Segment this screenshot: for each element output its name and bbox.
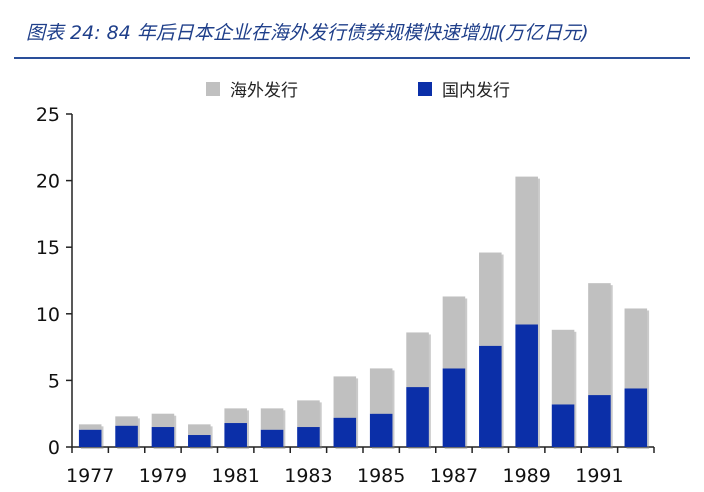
bar-domestic	[188, 435, 211, 447]
bar-domestic	[624, 388, 648, 447]
x-tick-label: 1987	[430, 465, 478, 487]
bar-domestic	[115, 425, 138, 447]
bar-overseas	[369, 368, 393, 414]
x-tick-label: 1979	[139, 465, 187, 487]
bar-overseas	[588, 283, 611, 396]
legend-item-domestic: 国内发行	[418, 76, 510, 101]
bar-overseas	[551, 329, 575, 405]
bar-domestic	[479, 345, 502, 447]
bar-overseas	[442, 296, 466, 369]
bar-overseas	[78, 424, 102, 430]
bar-domestic	[515, 324, 538, 447]
x-tick-label: 1985	[357, 465, 405, 487]
bar-domestic	[442, 368, 466, 447]
bar-overseas	[479, 252, 502, 346]
bar-domestic	[151, 427, 175, 447]
y-tick-label: 5	[48, 370, 60, 392]
title-underline	[14, 57, 690, 59]
bar-domestic	[588, 395, 611, 447]
bar-overseas	[406, 332, 429, 388]
y-tick-label: 15	[36, 237, 60, 259]
bar-domestic	[297, 427, 320, 447]
bar-overseas	[151, 413, 175, 428]
legend-label-domestic: 国内发行	[442, 81, 510, 101]
bar-overseas	[115, 416, 138, 426]
bar-overseas	[624, 308, 648, 389]
bar-domestic	[260, 429, 284, 447]
bar-domestic	[78, 429, 102, 447]
bar-overseas	[224, 408, 247, 424]
legend-swatch-overseas	[206, 81, 220, 96]
legend-swatch-domestic	[418, 81, 432, 96]
bar-overseas	[515, 176, 538, 325]
x-tick-label: 1983	[284, 465, 332, 487]
bar-domestic	[551, 404, 575, 447]
legend-item-overseas: 海外发行	[206, 76, 298, 101]
x-tick-label: 1989	[503, 465, 551, 487]
bar-overseas	[188, 424, 211, 436]
chart-legend: 海外发行 国内发行	[0, 76, 704, 104]
x-tick-label: 1977	[66, 465, 114, 487]
bar-overseas	[297, 400, 320, 428]
x-tick-label: 1981	[212, 465, 260, 487]
bar-overseas	[333, 376, 357, 418]
y-tick-label: 10	[36, 304, 60, 326]
bar-domestic	[406, 387, 429, 447]
x-tick-label: 1991	[575, 465, 623, 487]
bar-domestic	[224, 423, 247, 447]
bar-overseas	[260, 408, 284, 430]
y-tick-label: 0	[48, 437, 60, 459]
legend-label-overseas: 海外发行	[230, 81, 298, 101]
bar-domestic	[369, 413, 393, 447]
y-tick-label: 25	[36, 104, 60, 126]
y-tick-label: 20	[36, 171, 60, 193]
bar-domestic	[333, 417, 357, 447]
chart-title: 图表 24: 84 年后日本企业在海外发行债券规模快速增加(万亿日元)	[26, 22, 589, 44]
